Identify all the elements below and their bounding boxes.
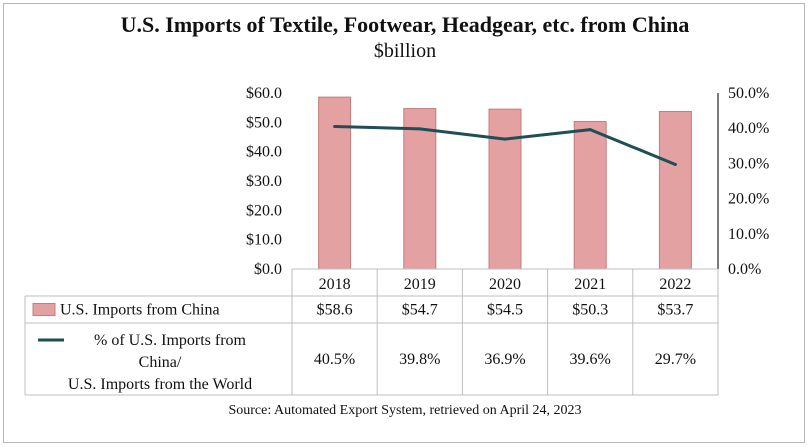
data-label-bar: $53.7 (657, 302, 693, 319)
legend-bar-swatch (32, 303, 56, 316)
line-point (673, 162, 677, 166)
y-left-tick-label: $40.0 (246, 144, 282, 161)
y-right-tick-label: 30.0% (728, 155, 769, 172)
line-point (503, 137, 507, 141)
bar (318, 96, 352, 270)
line-point (588, 128, 592, 132)
x-tick-label: 2022 (659, 276, 691, 293)
x-tick-label: 2021 (574, 276, 606, 293)
data-label-bar: $50.3 (572, 302, 608, 319)
bar (403, 108, 437, 270)
bar (658, 110, 692, 270)
data-label-bar: $58.6 (317, 302, 353, 319)
y-left-tick-label: $60.0 (246, 85, 282, 102)
line-point (418, 127, 422, 131)
data-label-line: 39.6% (570, 351, 611, 368)
x-tick-label: 2019 (404, 276, 436, 293)
chart-frame (3, 3, 805, 443)
y-right-tick-label: 40.0% (728, 120, 769, 137)
data-label-bar: $54.5 (487, 302, 523, 319)
y-left-tick-label: $50.0 (246, 114, 282, 131)
line-point (333, 124, 337, 128)
y-left-tick-label: $20.0 (246, 202, 282, 219)
legend-line-label: China/ (139, 354, 182, 371)
bar (488, 108, 522, 270)
chart-title: U.S. Imports of Textile, Footwear, Headg… (120, 12, 690, 37)
y-right-tick-label: 50.0% (728, 85, 769, 102)
bar (573, 120, 607, 270)
y-right-tick-label: 10.0% (728, 226, 769, 243)
data-label-bar: $54.7 (402, 302, 438, 319)
chart-subtitle: $billion (373, 40, 437, 62)
data-label-line: 29.7% (655, 351, 696, 368)
data-label-line: 36.9% (484, 351, 525, 368)
chart-source: Source: Automated Export System, retriev… (228, 403, 582, 418)
data-label-line: 39.8% (399, 351, 440, 368)
legend-bar-label: U.S. Imports from China (60, 302, 220, 319)
y-left-tick-label: $10.0 (246, 232, 282, 249)
data-label-line: 40.5% (314, 351, 355, 368)
y-left-tick-label: $0.0 (254, 261, 282, 278)
x-tick-label: 2018 (319, 276, 351, 293)
legend-line-label: % of U.S. Imports from (94, 332, 247, 349)
y-right-tick-label: 0.0% (728, 261, 761, 278)
y-right-tick-label: 20.0% (728, 191, 769, 208)
x-tick-label: 2020 (489, 276, 521, 293)
y-left-tick-label: $30.0 (246, 173, 282, 190)
legend-line-label: U.S. Imports from the World (68, 376, 252, 393)
